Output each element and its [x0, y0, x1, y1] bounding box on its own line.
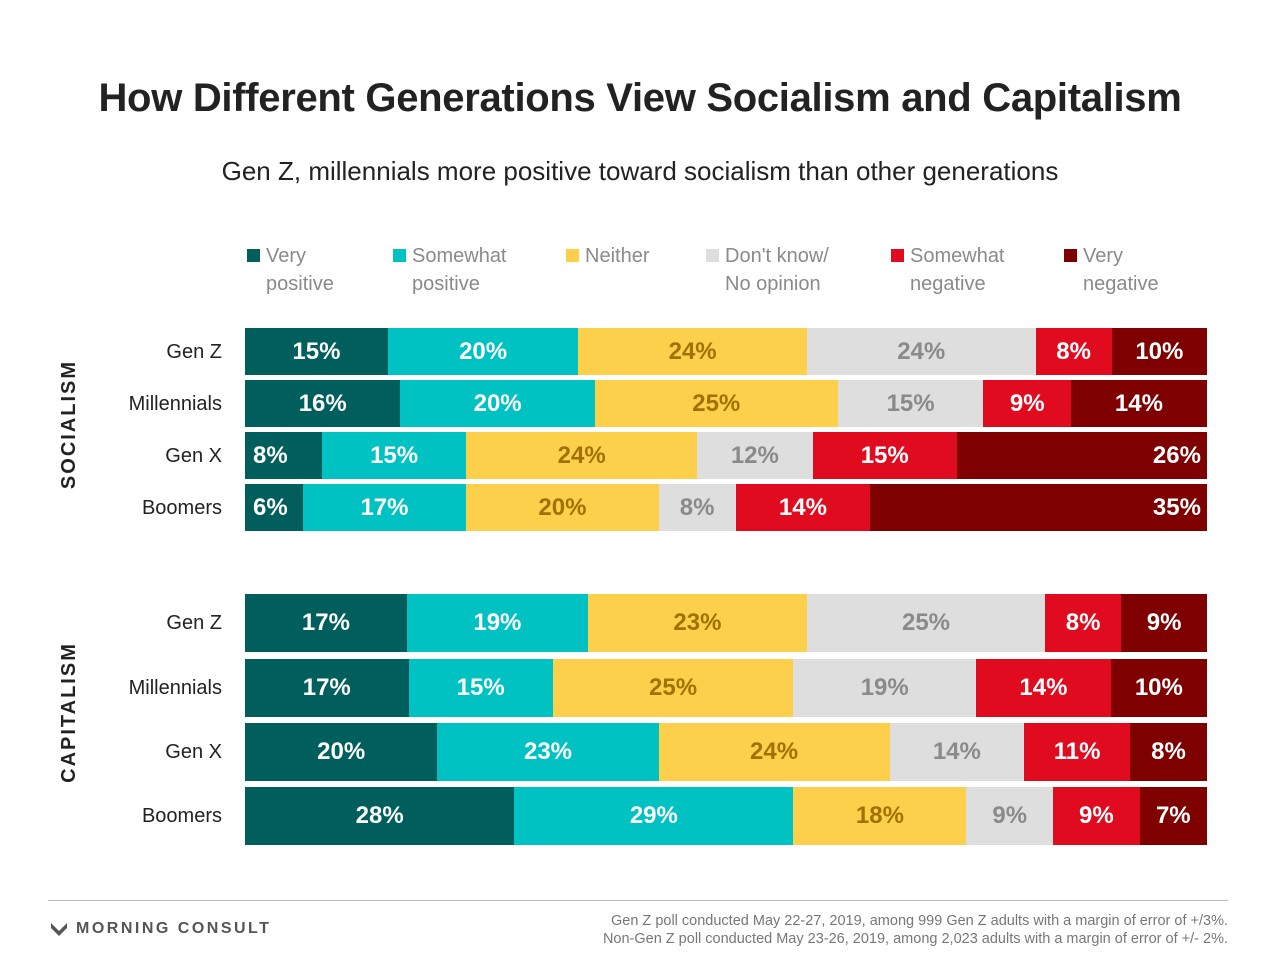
- bar-segment: 29%: [514, 787, 794, 845]
- legend-label: Neither: [585, 245, 650, 267]
- legend-item: Somewhat negative: [891, 242, 1005, 298]
- bar-segment: 19%: [793, 659, 977, 717]
- bar-segment: 20%: [387, 328, 579, 375]
- bar-segment: 14%: [889, 723, 1025, 781]
- bar-segment: 17%: [302, 484, 467, 531]
- bar-segment: 15%: [837, 380, 984, 427]
- bar-segment: 8%: [1045, 594, 1122, 652]
- legend-item: Don't know/ No opinion: [706, 242, 829, 298]
- bar-segment: 28%: [245, 787, 515, 845]
- bar-segment: 18%: [793, 787, 967, 845]
- bar-segment: 23%: [587, 594, 807, 652]
- chart-subtitle: Gen Z, millennials more positive toward …: [221, 156, 1059, 186]
- bar-segment: 10%: [1111, 328, 1207, 375]
- chart-title: How Different Generations View Socialism…: [98, 76, 1182, 120]
- bar-segment: 14%: [735, 484, 871, 531]
- legend-item: Very negative: [1064, 242, 1159, 298]
- bar-segment: 9%: [1053, 787, 1140, 845]
- row-label: Boomers: [141, 805, 222, 827]
- bar-segment: 15%: [408, 659, 553, 717]
- legend-item: Neither: [566, 242, 649, 270]
- bar-segment: 14%: [1070, 380, 1207, 427]
- bar-segment: 25%: [806, 594, 1046, 652]
- footer-divider: [48, 900, 1228, 901]
- legend-label: Somewhat negative: [910, 245, 1005, 295]
- row-label: Gen Z: [166, 340, 222, 363]
- bar-segment: 20%: [466, 484, 659, 531]
- bar-segment: 9%: [966, 787, 1054, 845]
- bar-segment: 35%: [870, 484, 1207, 531]
- brand-name: MORNING CONSULT: [76, 920, 272, 937]
- bar-segment: 25%: [552, 659, 794, 717]
- bar-row: 8% 15% 24% 12% 15% 26%: [245, 432, 1207, 479]
- bar-segment: 8%: [245, 432, 322, 479]
- bar-row: 28% 29% 18% 9% 9% 7%: [245, 787, 1207, 845]
- bar-segment: 24%: [806, 328, 1036, 375]
- bar-segment: 17%: [245, 659, 409, 717]
- row-label: Millennials: [128, 677, 222, 699]
- legend-label: Very positive: [266, 245, 334, 295]
- bar-segment: 20%: [245, 723, 438, 781]
- bar-row: 16% 20% 25% 15% 9% 14%: [245, 380, 1207, 427]
- legend: Very positive Somewhat positive Neither Don…: [0, 242, 1280, 302]
- bar-row: 20% 23% 24% 14% 11% 8%: [245, 723, 1207, 781]
- bar-row: 17% 15% 25% 19% 14% 10%: [245, 659, 1207, 717]
- row-label: Millennials: [128, 392, 222, 415]
- morning-consult-logo-icon: [51, 923, 67, 936]
- legend-label: Somewhat positive: [412, 245, 507, 295]
- legend-item: Very positive: [247, 242, 334, 298]
- bar-segment: 17%: [245, 594, 407, 652]
- methodology-note-line-2: Non-Gen Z poll conducted May 23-26, 2019…: [602, 931, 1228, 947]
- row-label: Boomers: [141, 496, 222, 519]
- bar-segment: 19%: [406, 594, 588, 652]
- bar-row: 6% 17% 20% 8% 14% 35%: [245, 484, 1207, 531]
- row-label: Gen X: [165, 741, 222, 763]
- bar-segment: 7%: [1139, 787, 1207, 845]
- row-label: Gen Z: [166, 612, 222, 634]
- legend-swatch: [393, 249, 406, 262]
- bar-segment: 24%: [466, 432, 698, 479]
- legend-swatch: [247, 249, 260, 262]
- bar-row: 17% 19% 23% 25% 8% 9%: [245, 594, 1207, 652]
- bar-segment: 9%: [983, 380, 1071, 427]
- bar-segment: 8%: [1130, 723, 1207, 781]
- bar-segment: 16%: [245, 380, 401, 427]
- legend-item: Somewhat positive: [393, 242, 507, 298]
- bar-segment: 15%: [245, 328, 388, 375]
- legend-label: Don't know/ No opinion: [725, 245, 829, 295]
- methodology-note: Gen Z poll conducted May 22-27, 2019, am…: [603, 912, 1228, 948]
- legend-swatch: [1064, 249, 1077, 262]
- bar-segment: 8%: [658, 484, 736, 531]
- legend-swatch: [891, 249, 904, 262]
- legend-swatch: [706, 249, 719, 262]
- bar-segment: 14%: [976, 659, 1111, 717]
- bar-segment: 10%: [1110, 659, 1207, 717]
- row-label: Gen X: [165, 444, 222, 467]
- bar-row: 15% 20% 24% 24% 8% 10%: [245, 328, 1207, 375]
- bar-segment: 23%: [437, 723, 659, 781]
- bar-segment: 11%: [1024, 723, 1130, 781]
- bar-segment: 20%: [400, 380, 595, 427]
- bar-segment: 12%: [697, 432, 813, 479]
- bar-segment: 6%: [245, 484, 303, 531]
- legend-swatch: [566, 249, 579, 262]
- bar-segment: 15%: [812, 432, 957, 479]
- bar-segment: 15%: [321, 432, 467, 479]
- methodology-note-line-1: Gen Z poll conducted May 22-27, 2019, am…: [611, 913, 1228, 929]
- bar-segment: 25%: [594, 380, 838, 427]
- bar-segment: 8%: [1035, 328, 1112, 375]
- bar-segment: 24%: [658, 723, 890, 781]
- brand-logo: MORNING CONSULT: [50, 920, 271, 938]
- bar-segment: 9%: [1121, 594, 1207, 652]
- legend-label: Very negative: [1083, 245, 1159, 295]
- bar-segment: 24%: [578, 328, 807, 375]
- bar-segment: 26%: [956, 432, 1207, 479]
